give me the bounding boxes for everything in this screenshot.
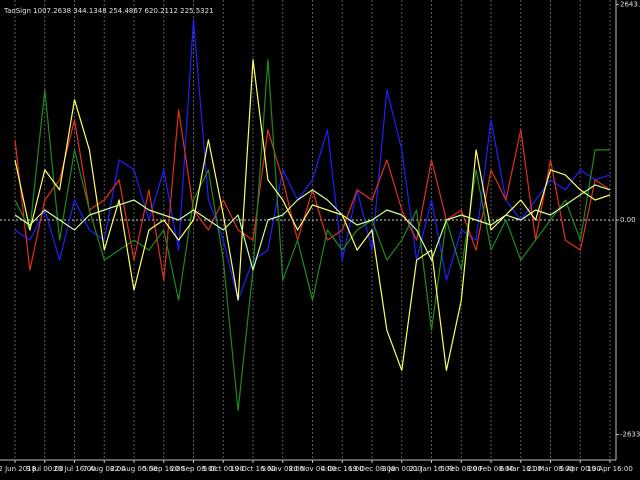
y-tick-label: 0.00: [620, 216, 636, 224]
indicator-label: TaoSign 1007.2638 344.1348 254.4867 620.…: [3, 7, 214, 15]
x-tick-label: 23 Jul 16:00: [54, 465, 96, 473]
x-tick-label: 5 Apr 00:00: [560, 465, 601, 473]
x-tick-label: 5 Nov 08:00: [261, 465, 304, 473]
x-tick-label: 9 Jul 00:00: [26, 465, 64, 473]
x-tick-label: 19 Apr 16:00: [587, 465, 633, 473]
y-tick-label: 2643.9000: [620, 1, 640, 9]
x-tick-label: 19 Dec 08:00: [348, 465, 395, 473]
x-tick-label: 7 Aug 08:00: [83, 465, 126, 473]
x-tick-label: 5 Feb 08:00: [441, 465, 482, 473]
x-tick-label: 22 Jun 2018: [0, 465, 36, 473]
x-tick-label: 21 Mar 08:00: [527, 465, 574, 473]
indicator-line: [14, 59, 611, 371]
x-tick-label: 3 Jan 00:00: [382, 465, 422, 473]
x-tick-label: 20 Nov 00:00: [289, 465, 336, 473]
x-tick-label: 4 Dec 16:00: [321, 465, 364, 473]
indicator-line: [14, 184, 611, 271]
x-tick-label: 20 Sep 08:00: [170, 465, 217, 473]
indicator-line: [14, 59, 610, 412]
x-tick-label: 5 Sep 16:00: [143, 465, 185, 473]
x-tick-label: 22 Aug 00:00: [110, 465, 157, 473]
x-tick-label: 6 Mar 16:00: [500, 465, 542, 473]
x-tick-label: 19 Oct 16:00: [230, 465, 276, 473]
x-tick-label: 20 Feb 00:00: [468, 465, 514, 473]
x-tick-label: 5 Oct 00:00: [203, 465, 244, 473]
y-tick-label: -2633.6320: [620, 431, 640, 439]
x-tick-label: 21 Jan 16:00: [409, 465, 453, 473]
